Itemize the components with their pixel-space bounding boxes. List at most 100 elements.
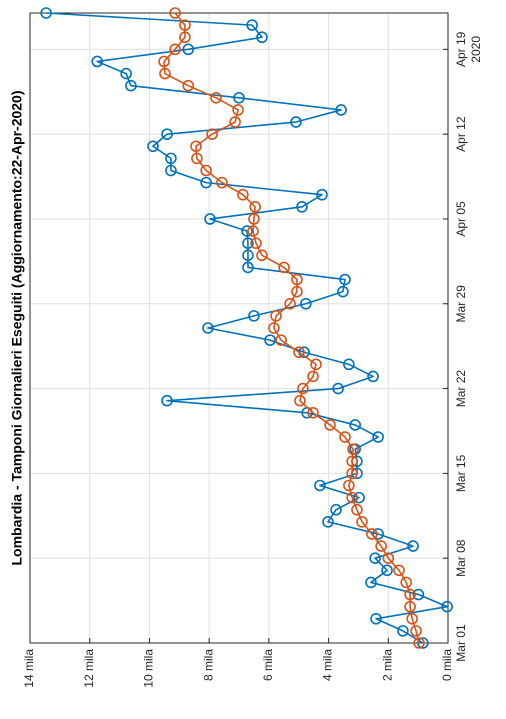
- marker: [343, 479, 355, 492]
- x-tick-label: Apr 05: [454, 201, 468, 237]
- marker: [346, 455, 358, 468]
- marker: [330, 503, 342, 516]
- marker: [353, 491, 365, 504]
- marker: [412, 588, 425, 601]
- marker: [250, 237, 262, 249]
- marker: [182, 43, 195, 56]
- marker: [210, 92, 222, 104]
- marker: [165, 152, 177, 165]
- marker: [441, 600, 453, 613]
- marker: [307, 407, 319, 419]
- x-tick-label: Mar 01: [454, 624, 468, 662]
- marker: [324, 419, 336, 431]
- marker: [349, 419, 361, 431]
- marker: [256, 31, 268, 44]
- marker: [300, 297, 312, 310]
- marker: [372, 528, 384, 540]
- marker: [365, 576, 377, 589]
- marker: [237, 188, 249, 201]
- series-line: [46, 12, 448, 644]
- y-tick-label: 8 mila: [201, 649, 215, 681]
- marker: [191, 152, 203, 165]
- x-tick-label: Mar 15: [454, 454, 468, 492]
- marker: [232, 104, 244, 116]
- marker: [407, 540, 419, 552]
- marker: [413, 637, 425, 649]
- x-tick-label: Apr 12: [454, 116, 468, 152]
- marker: [417, 637, 429, 649]
- marker: [316, 188, 328, 201]
- marker: [204, 213, 216, 225]
- x-tick-label: Mar 08: [454, 539, 468, 577]
- marker: [158, 55, 170, 68]
- marker: [248, 213, 260, 225]
- y-tick-label: 12 mila: [82, 649, 96, 688]
- marker: [397, 625, 409, 637]
- marker: [264, 334, 276, 346]
- marker: [242, 249, 254, 262]
- marker: [268, 322, 280, 334]
- marker: [339, 273, 351, 286]
- marker: [256, 249, 268, 262]
- marker: [297, 382, 309, 395]
- marker: [370, 612, 382, 625]
- y-tick-label: 4 mila: [321, 649, 335, 681]
- marker: [375, 540, 387, 552]
- marker: [335, 104, 347, 116]
- marker: [291, 273, 303, 286]
- marker: [322, 516, 334, 528]
- marker: [190, 140, 202, 153]
- x-year-label: 2020: [469, 36, 483, 63]
- marker: [120, 67, 132, 80]
- marker: [125, 79, 137, 92]
- marker: [159, 67, 171, 80]
- marker: [278, 261, 290, 274]
- marker: [351, 503, 363, 516]
- x-tick-label: Apr 19: [454, 31, 468, 67]
- marker: [296, 201, 308, 213]
- marker: [307, 370, 319, 383]
- marker: [229, 116, 241, 128]
- marker: [161, 394, 173, 407]
- marker: [367, 370, 379, 383]
- marker: [241, 225, 253, 237]
- marker: [91, 55, 103, 68]
- y-tick-label: 6 mila: [261, 649, 275, 681]
- marker: [291, 285, 303, 298]
- marker: [369, 552, 381, 564]
- marker: [249, 201, 261, 213]
- marker: [293, 346, 305, 359]
- marker: [179, 31, 191, 44]
- y-tick-label: 0 mila: [440, 649, 454, 681]
- marker: [169, 43, 181, 56]
- marker: [165, 164, 177, 177]
- marker: [404, 588, 416, 601]
- marker: [202, 322, 214, 334]
- marker: [247, 225, 259, 237]
- marker: [161, 128, 173, 140]
- marker: [182, 79, 195, 92]
- plot-frame: [29, 12, 449, 644]
- marker: [410, 625, 422, 637]
- marker: [179, 19, 191, 31]
- marker: [290, 116, 302, 128]
- marker: [294, 394, 306, 407]
- y-tick-label: 14 mila: [22, 649, 36, 688]
- marker: [314, 479, 326, 492]
- marker: [382, 552, 395, 564]
- marker: [347, 443, 359, 455]
- marker: [372, 431, 384, 443]
- marker: [242, 237, 254, 249]
- marker: [346, 467, 358, 480]
- marker: [242, 261, 254, 274]
- marker: [381, 564, 393, 577]
- marker: [200, 164, 212, 177]
- marker: [339, 431, 351, 443]
- marker: [200, 176, 212, 189]
- marker: [233, 92, 245, 104]
- marker: [406, 612, 418, 625]
- marker: [216, 176, 228, 189]
- marker: [337, 285, 349, 298]
- marker: [332, 382, 344, 395]
